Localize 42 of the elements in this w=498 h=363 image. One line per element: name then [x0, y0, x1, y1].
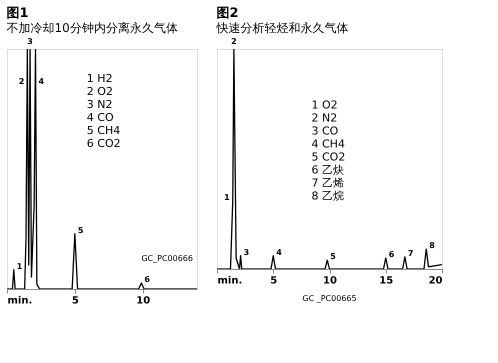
chart-subtitle: 快速分析轻烃和永久气体 — [216, 21, 348, 35]
annotation: 4 CO — [86, 111, 114, 124]
annotation: 2 N2 — [312, 111, 338, 124]
annotation: 3 — [27, 37, 33, 46]
x-tick-label: 10 — [136, 296, 150, 306]
annotation: 4 — [276, 248, 282, 257]
annotation: 2 O2 — [86, 85, 113, 98]
annotation: 1 H2 — [86, 72, 113, 85]
x-tick-label: 10 — [323, 276, 337, 286]
x-tick-label: min. — [218, 276, 242, 286]
annotation: 7 — [408, 248, 414, 258]
annotation: 1 — [224, 192, 230, 202]
annotation: 5 CH4 — [86, 124, 120, 137]
text: GC _PC00665 — [302, 294, 357, 303]
annotation: 1 — [16, 262, 23, 271]
x-tick-label: 20 — [428, 276, 443, 286]
annotation: 6 CO2 — [86, 137, 121, 150]
annotation: 8 — [429, 241, 436, 250]
annotation: 7 乙烯 — [312, 176, 344, 190]
annotation: 4 — [38, 77, 44, 86]
annotation: 6 — [388, 250, 395, 259]
chart-title: 图1 — [6, 6, 29, 21]
chart-title: 图2 — [216, 6, 239, 21]
annotation: 3 N2 — [86, 98, 113, 111]
annotation: 5 — [78, 226, 84, 235]
annotation: 5 CO2 — [312, 150, 346, 164]
x-tick-label: 15 — [379, 276, 394, 286]
annotation: 4 CH4 — [312, 137, 345, 150]
chart-subtitle: 不加冷却10分钟内分离永久气体 — [6, 21, 178, 35]
annotation: 3 — [244, 248, 250, 257]
annotation: 2 — [18, 77, 24, 86]
annotation: GC_PC00666 — [141, 254, 193, 263]
x-tick-label: 5 — [270, 276, 278, 286]
annotation: 6 — [144, 275, 150, 284]
annotation: 1 O2 — [312, 98, 338, 112]
annotation: 6 乙炔 — [312, 163, 344, 176]
annotation: 5 — [330, 252, 336, 262]
annotation: 3 CO — [312, 124, 339, 138]
annotation: 2 — [231, 37, 237, 46]
x-tick-label: 5 — [72, 296, 79, 306]
annotation: 8 乙烷 — [312, 189, 344, 202]
x-tick-label: min. — [8, 296, 32, 306]
